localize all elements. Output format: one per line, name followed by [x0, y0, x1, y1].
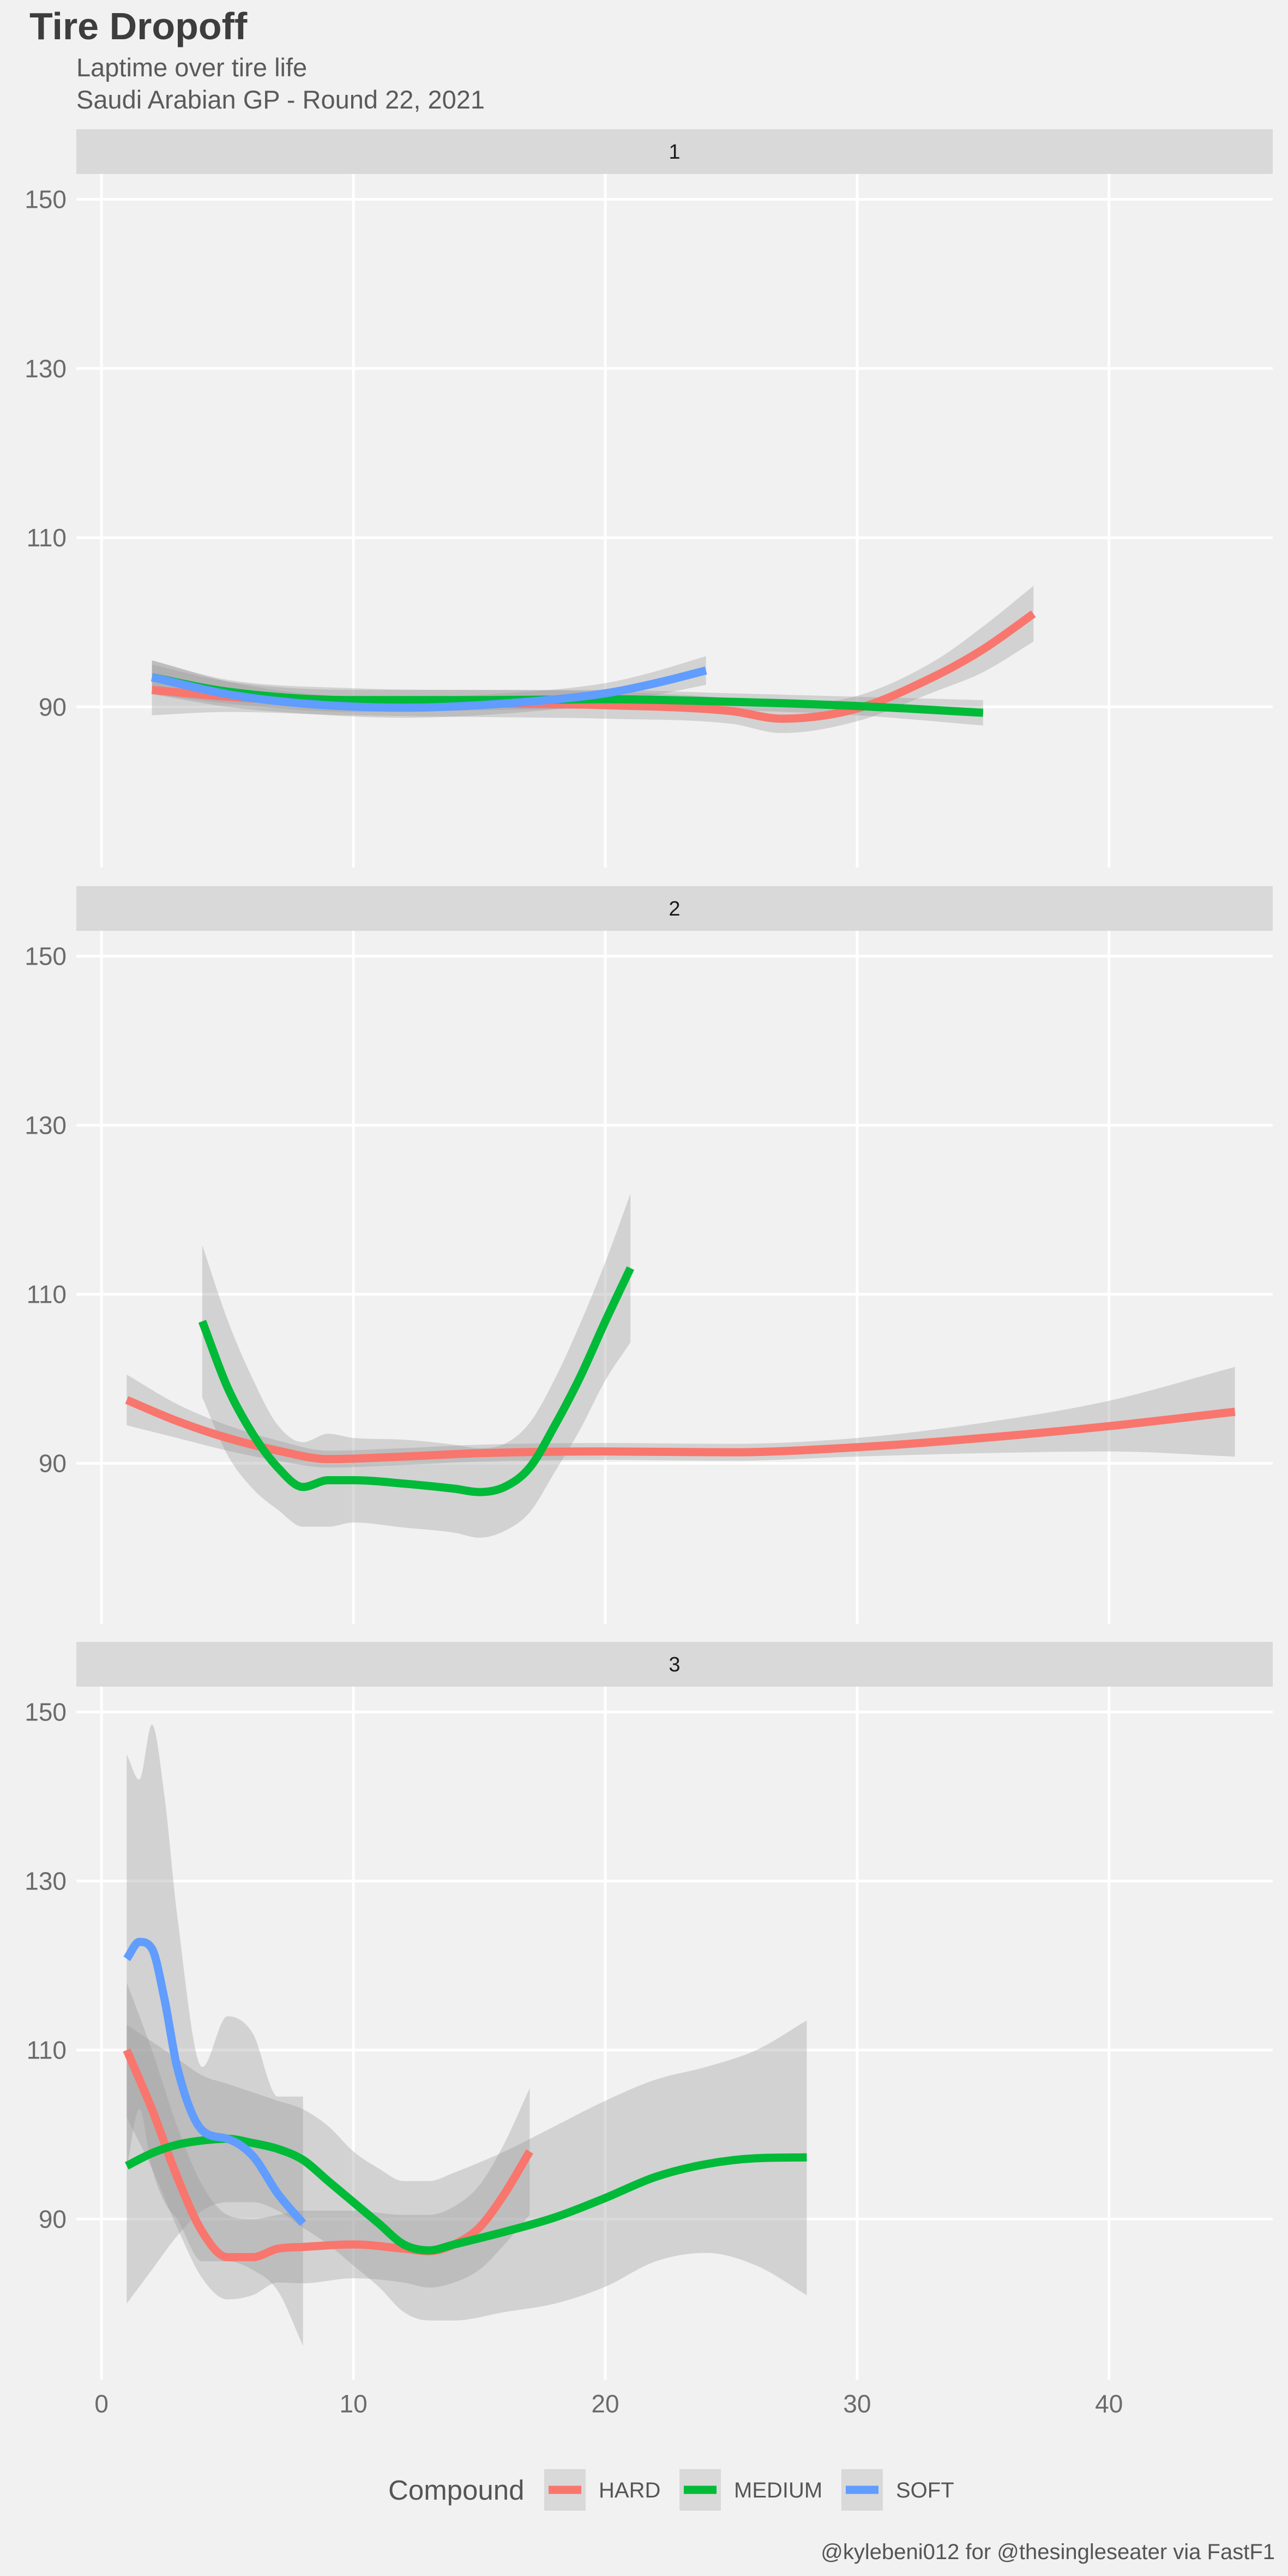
- y-tick-label: 110: [27, 1280, 67, 1309]
- facet-panel-1: 1 90 110 130 150: [25, 129, 1273, 868]
- series-line-soft: [123, 1937, 306, 2226]
- series-line-medium: [198, 1266, 634, 1496]
- facet-plot-area: [151, 586, 1036, 733]
- legend-label: HARD: [599, 2478, 660, 2502]
- x-tick-label: 30: [843, 2390, 871, 2418]
- x-tick-label: 0: [94, 2390, 109, 2418]
- y-tick-label: 90: [39, 2205, 67, 2234]
- facet-plot-area: [125, 1194, 1236, 1538]
- facet-strip-1: [76, 129, 1273, 174]
- y-tick-label: 150: [25, 1698, 67, 1726]
- x-tick-label: 10: [339, 2390, 367, 2418]
- legend: Compound HARD MEDIUM SOFT: [388, 2469, 954, 2511]
- legend-label: SOFT: [896, 2478, 954, 2502]
- y-tick-label: 130: [25, 354, 67, 383]
- facet-panel-3: 3 90 110 130 150 0 10 20 30 40: [25, 1642, 1273, 2418]
- confidence-band-soft: [127, 1724, 303, 2346]
- legend-item-medium: MEDIUM: [679, 2469, 822, 2511]
- legend-title: Compound: [388, 2475, 525, 2506]
- y-tick-label: 130: [25, 1867, 67, 1895]
- facet-strip-3: [76, 1642, 1273, 1687]
- y-tick-label: 150: [25, 942, 67, 971]
- facet-strip-label: 1: [669, 141, 680, 164]
- y-tick-label: 150: [25, 185, 67, 214]
- confidence-band-hard: [127, 1982, 530, 2300]
- legend-item-hard: HARD: [544, 2469, 660, 2511]
- x-tick-label: 20: [591, 2390, 619, 2418]
- series-line-hard: [123, 2048, 533, 2261]
- y-tick-label: 90: [39, 1449, 67, 1478]
- facet-plot-area: [123, 1724, 807, 2346]
- facet-strip-label: 3: [669, 1653, 680, 1676]
- confidence-band-medium: [127, 2020, 807, 2321]
- y-tick-label: 90: [39, 693, 67, 721]
- chart-subtitle-line-1: Laptime over tire life: [76, 53, 307, 82]
- y-tick-label: 110: [27, 523, 67, 552]
- facet-strip-2: [76, 886, 1273, 931]
- chart-subtitle-line-2: Saudi Arabian GP - Round 22, 2021: [76, 85, 485, 114]
- chart-title: Tire Dropoff: [29, 5, 248, 47]
- chart-caption: @kylebeni012 for @thesingleseater via Fa…: [821, 2540, 1275, 2564]
- legend-item-soft: SOFT: [841, 2469, 954, 2511]
- x-tick-label: 40: [1095, 2390, 1123, 2418]
- facet-panels: 1 90 110 130 150 2 90 110 130 150 3 90 110 130 150 0 10 2…: [25, 129, 1273, 2418]
- series-line-hard: [125, 1396, 1236, 1464]
- legend-label: MEDIUM: [734, 2478, 822, 2502]
- series-line-soft: [151, 666, 707, 712]
- facet-panel-2: 2 90 110 130 150: [25, 886, 1273, 1624]
- y-tick-label: 130: [25, 1111, 67, 1140]
- facet-strip-label: 2: [669, 898, 680, 920]
- y-tick-label: 110: [27, 2036, 67, 2065]
